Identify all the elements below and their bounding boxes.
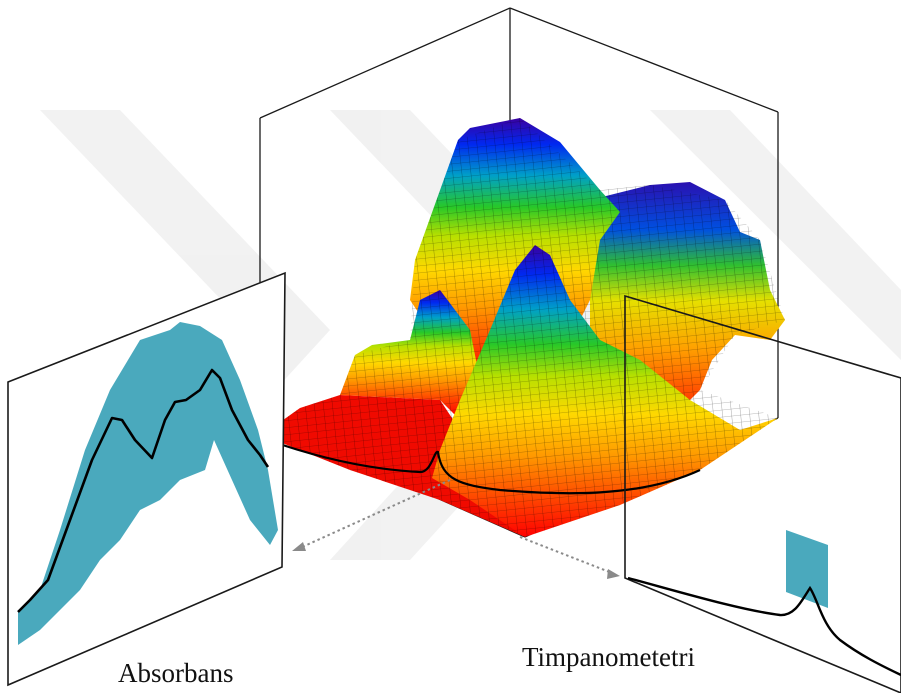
left-panel [7,271,286,687]
arrowhead-left-icon [292,542,306,551]
right-panel [624,294,901,693]
arrow-heads [292,542,620,579]
tympanogram-envelope [786,530,828,608]
arrowhead-right-icon [607,569,620,579]
timpanometetri-label: Timpanometetri [522,642,695,672]
absorbance-curve [17,368,270,613]
absorbance-envelope [18,322,278,645]
surface-3d [262,118,785,537]
absorbans-label: Absorbans [118,658,234,688]
right-panel-frame [624,294,901,693]
tympanogram-curve [627,576,901,677]
arrow-to-right [519,536,613,574]
